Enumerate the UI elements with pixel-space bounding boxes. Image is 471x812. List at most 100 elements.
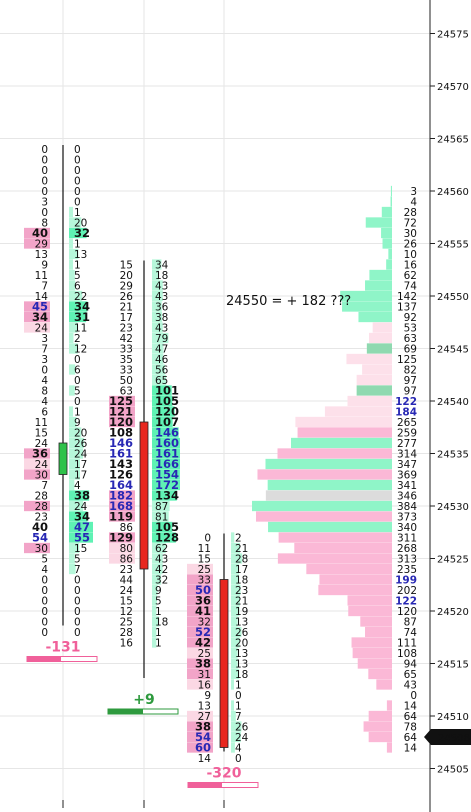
bid-cell-highlight	[187, 605, 213, 617]
bid-value: 33	[120, 344, 133, 356]
ask-cell-highlight	[152, 595, 157, 606]
bid-value: 3	[41, 197, 48, 209]
profile-bar	[365, 626, 392, 638]
profile-bar	[351, 637, 392, 648]
ask-cell-highlight	[231, 605, 240, 617]
profile-value: 259	[397, 428, 417, 440]
ask-value: 43	[155, 281, 168, 293]
profile-bar	[278, 532, 392, 543]
profile-bar	[368, 710, 392, 722]
delta-bar-fill	[188, 782, 222, 788]
ask-cell-highlight	[231, 553, 243, 564]
ask-value: 146	[155, 426, 179, 440]
ask-value: 0	[74, 627, 81, 639]
bid-value: 28	[35, 501, 48, 513]
axis-tick-label: 24535	[437, 450, 469, 461]
ask-cell-highlight	[69, 490, 90, 501]
bid-value: 54	[32, 531, 48, 545]
ask-value: 34	[74, 300, 90, 314]
bid-value: 126	[109, 468, 133, 482]
axis-tick-label: 24540	[437, 397, 469, 408]
ask-cell-highlight	[69, 332, 74, 344]
bid-value: 9	[204, 690, 211, 702]
ask-cell-highlight	[69, 553, 75, 564]
ask-value: 7	[235, 711, 242, 723]
ask-value: 0	[74, 585, 81, 597]
bid-value: 30	[35, 470, 48, 482]
bid-cell-highlight	[187, 584, 213, 596]
ask-value: 24	[74, 449, 88, 461]
profile-bar	[352, 647, 392, 659]
bid-value: 80	[120, 543, 133, 555]
ask-cell-highlight	[69, 385, 75, 396]
profile-bar	[277, 553, 392, 564]
ask-cell-highlight	[69, 437, 84, 449]
ask-value: 0	[74, 197, 81, 209]
bid-value: 28	[120, 627, 133, 639]
ask-cell-highlight	[152, 542, 166, 554]
ask-value: 5	[74, 386, 81, 398]
profile-bar	[348, 605, 392, 617]
profile-value: 64	[404, 711, 418, 723]
ask-cell-highlight	[69, 227, 87, 239]
ask-value: 105	[155, 394, 179, 408]
ask-value: 160	[155, 436, 179, 450]
profile-bar	[342, 301, 392, 312]
profile-value: 311	[397, 533, 417, 545]
profile-bar	[381, 227, 392, 239]
profile-value: 43	[404, 680, 417, 692]
ask-value: 0	[235, 753, 242, 765]
profile-bar	[346, 353, 392, 365]
bid-value: 6	[41, 407, 48, 419]
bid-value: 0	[41, 596, 48, 608]
bid-cell-highlight	[109, 532, 135, 543]
bid-cell-highlight	[24, 301, 50, 312]
profile-value: 340	[397, 522, 417, 534]
bid-cell-highlight	[187, 616, 213, 627]
bid-value: 8	[41, 218, 48, 230]
ask-value: 101	[155, 384, 179, 398]
volume-profile: 3428723026101662741421379253636912582979…	[252, 185, 418, 755]
ask-value: 34	[155, 260, 169, 272]
profile-value: 122	[395, 396, 417, 408]
ask-value: 28	[235, 554, 248, 566]
ask-value: 13	[235, 659, 248, 671]
bid-value: 4	[41, 564, 48, 576]
candle-body	[219, 579, 229, 748]
bid-value: 27	[198, 711, 211, 723]
profile-bar	[294, 542, 392, 554]
ask-value: 19	[235, 606, 248, 618]
annotation-text: 24550 = + 182 ???	[226, 294, 351, 309]
bid-value: 0	[41, 176, 48, 188]
profile-bar	[363, 721, 392, 732]
bid-value: 23	[120, 564, 133, 576]
profile-value: 341	[397, 480, 417, 492]
bid-cell-highlight	[24, 469, 50, 480]
ask-value: 0	[74, 176, 81, 188]
ask-cell-highlight	[152, 290, 163, 302]
ask-cell-highlight	[231, 731, 241, 743]
ask-value: 0	[74, 575, 81, 587]
profile-bar	[257, 469, 392, 480]
axis-tick-label: 24575	[437, 30, 469, 41]
profile-bar	[356, 385, 392, 396]
axis-tick-label: 24550	[437, 292, 469, 303]
ask-value: 24	[74, 501, 88, 513]
bid-cell-highlight	[187, 731, 213, 743]
bid-value: 15	[120, 260, 133, 272]
ask-cell-highlight	[152, 500, 170, 512]
bid-value: 129	[109, 531, 133, 545]
bid-value: 4	[41, 396, 48, 408]
ask-value: 154	[155, 468, 179, 482]
ask-cell-highlight	[69, 521, 93, 533]
bid-cell-highlight	[24, 322, 50, 333]
axis-tick-label: 24570	[437, 82, 469, 93]
ask-cell-highlight	[231, 626, 242, 638]
bid-value: 25	[120, 617, 133, 629]
bid-value: 13	[35, 249, 48, 261]
ask-value: 1	[74, 207, 81, 219]
profile-value: 268	[397, 543, 417, 555]
ask-value: 87	[155, 501, 168, 513]
bid-cell-highlight	[24, 227, 50, 239]
